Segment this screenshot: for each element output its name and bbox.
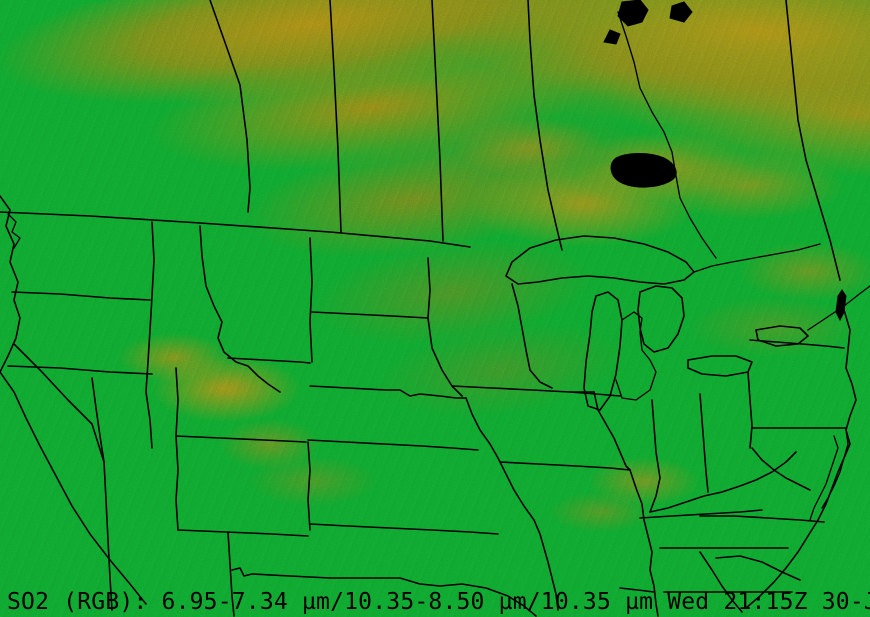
- lake-champlain: [835, 289, 847, 322]
- pacific-coastline: [0, 195, 21, 373]
- border-northdakota-southdakota: [311, 311, 429, 319]
- border-nebraska-iowa-missouri-river: [465, 397, 559, 611]
- lake-huron: [637, 285, 685, 353]
- border-kansas-oklahoma: [309, 523, 499, 535]
- border-westvirginia-virginia: [751, 447, 811, 491]
- border-iowa-missouri: [499, 461, 631, 471]
- border-wisconsin-illinois: [569, 391, 621, 397]
- northern-lake-a: [669, 1, 693, 23]
- hudson-bay-water: [617, 0, 649, 27]
- caption-label: SO2 (RGB): 6.95-7.34 µm/10.35-8.50 µm/10…: [7, 588, 870, 615]
- mississippi-river-missouri: [629, 469, 659, 617]
- michigan-lower-peninsula: [615, 311, 657, 401]
- border-usa-canada: [0, 211, 471, 248]
- border-alberta-saskatchewan: [329, 0, 342, 233]
- border-missouri-arkansas: [639, 509, 763, 519]
- border-montana-wyoming: [227, 357, 311, 364]
- puget-sound: [7, 213, 21, 249]
- chesapeake-bay: [809, 435, 839, 521]
- border-ohio-pennsylvania: [747, 371, 753, 449]
- ohio-river: [649, 451, 797, 513]
- border-idaho-montana: [199, 225, 281, 393]
- border-pennsylvania-newyork: [749, 339, 845, 349]
- border-montana-northdakota: [309, 237, 313, 363]
- lake-superior: [505, 235, 695, 285]
- border-arizona-newmexico: [103, 461, 113, 611]
- lake-erie: [687, 355, 753, 377]
- border-wyoming-colorado: [175, 435, 307, 443]
- border-nevada-arizona: [13, 343, 105, 463]
- border-newmexico-texas: [227, 531, 235, 617]
- border-ontario-quebec: [785, 0, 841, 281]
- lake-michigan: [583, 291, 623, 411]
- border-southdakota-nebraska: [309, 385, 467, 399]
- border-colorado-newmexico: [177, 529, 309, 537]
- border-nd-sd-minnesota: [427, 257, 463, 397]
- border-colorado-kansas: [307, 441, 311, 531]
- border-oklahoma-panhandle: [231, 567, 331, 579]
- atlantic-coastline-midatlantic: [745, 367, 857, 609]
- border-arkansas-louisiana: [619, 587, 655, 593]
- manitoba-shoreline: [617, 11, 717, 259]
- border-washington-oregon: [11, 291, 151, 301]
- northern-lake-b: [603, 29, 621, 45]
- border-minnesota-wisconsin: [511, 283, 553, 389]
- border-bc-alberta: [209, 0, 251, 213]
- ontario-northern-shore: [693, 243, 821, 273]
- image-caption-bar: SO2 (RGB): 6.95-7.34 µm/10.35-8.50 µm/10…: [0, 587, 870, 617]
- mississippi-river-illinois: [593, 391, 631, 471]
- border-oregon-california: [7, 365, 153, 375]
- border-utah-colorado: [175, 367, 179, 531]
- border-southcarolina-georgia: [699, 551, 743, 613]
- border-illinois-indiana: [649, 399, 661, 513]
- border-nebraska-kansas: [307, 439, 479, 451]
- border-virginia-northcarolina: [699, 515, 825, 523]
- border-oklahoma-texas: [329, 577, 537, 617]
- border-nevada-utah: [91, 377, 105, 463]
- border-saskatchewan-manitoba: [431, 0, 444, 242]
- border-indiana-ohio: [699, 393, 709, 493]
- st-lawrence-river: [807, 285, 870, 331]
- lake-winnipeg: [610, 153, 677, 188]
- border-newyork-newengland: [843, 309, 851, 369]
- california-coastline: [0, 371, 147, 605]
- border-northcarolina-southcarolina: [715, 555, 801, 581]
- border-manitoba-ontario: [527, 0, 563, 251]
- border-idaho-west: [145, 221, 155, 449]
- delmarva-peninsula: [821, 429, 849, 509]
- border-minnesota-iowa: [451, 385, 595, 393]
